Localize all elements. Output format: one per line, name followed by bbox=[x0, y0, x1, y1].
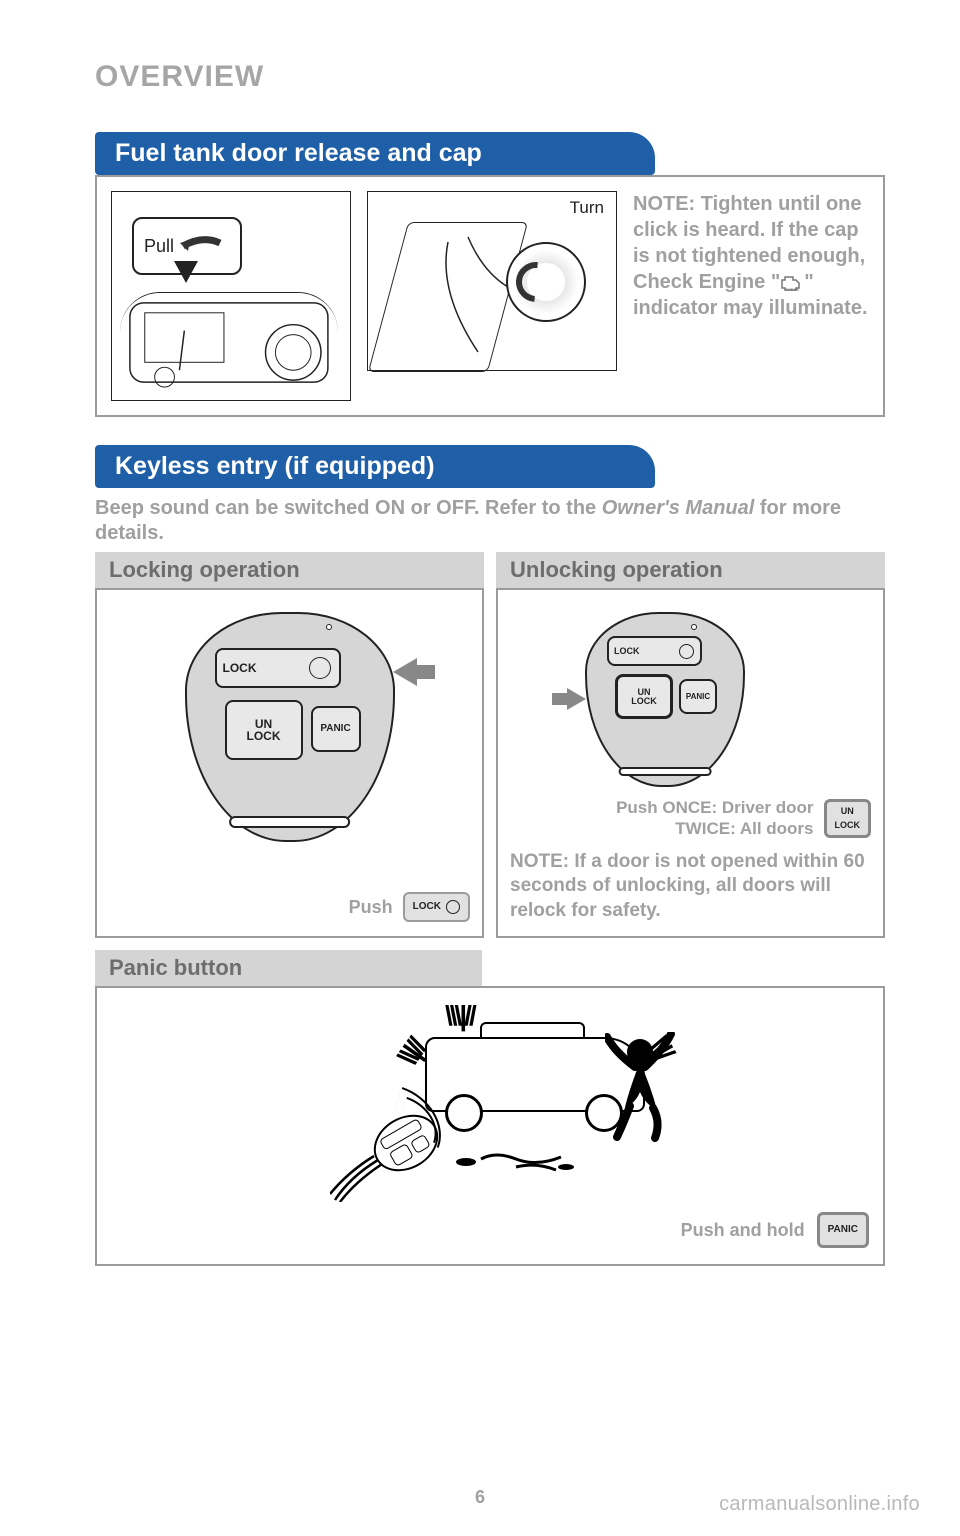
fuel-note-prefix: NOTE: bbox=[633, 193, 701, 215]
watermark: carmanualsonline.info bbox=[719, 1493, 920, 1516]
unlocking-push-caption: Push ONCE: Driver door TWICE: All doors … bbox=[510, 797, 871, 840]
fob-unlock-l2: LOCK bbox=[247, 730, 281, 742]
keyfob-unlocking: LOCK UN LOCK PANIC bbox=[585, 612, 745, 787]
unlock-note: NOTE: If a door is not opened within 60 … bbox=[510, 850, 871, 924]
fob-lock-label: LOCK bbox=[223, 662, 257, 674]
pull-label: Pull bbox=[144, 236, 174, 257]
panic-push-caption: Push and hold PANIC bbox=[681, 1212, 869, 1248]
page-number: 6 bbox=[475, 1487, 485, 1508]
unlocking-heading: Unlocking operation bbox=[496, 552, 885, 588]
keyless-intro-ital: Owner's Manual bbox=[602, 497, 755, 519]
fuel-note: NOTE: Tighten until one click is heard. … bbox=[633, 191, 869, 321]
keyless-section-heading: Keyless entry (if equipped) bbox=[95, 445, 655, 488]
car-rear-sketch bbox=[120, 292, 338, 392]
svg-text:CHECK: CHECK bbox=[785, 287, 799, 292]
mini-unlock-l2: LOCK bbox=[835, 821, 861, 830]
fob-unlock-l2-2: LOCK bbox=[631, 697, 657, 706]
keyfob-locking: LOCK UN LOCK PANIC bbox=[185, 612, 395, 842]
fob-panic-button: PANIC bbox=[311, 706, 361, 752]
lock-unlock-row: Locking operation LOCK UN LOCK PANIC Pus… bbox=[95, 552, 885, 938]
mini-lock-button-icon: LOCK bbox=[403, 892, 470, 922]
fuel-content-box: Pull Turn NOTE: Tighten until one click … bbox=[95, 175, 885, 417]
mini-lock-label: LOCK bbox=[413, 902, 441, 912]
arrow-to-lock-icon bbox=[393, 658, 417, 686]
push-twice-label: TWICE: All doors bbox=[616, 818, 813, 839]
unlocking-column: Unlocking operation LOCK UN LOCK PANIC bbox=[496, 552, 885, 938]
mini-panic-button-icon: PANIC bbox=[817, 1212, 869, 1248]
panic-shadow-icon bbox=[426, 1147, 586, 1177]
pull-callout: Pull bbox=[132, 217, 242, 275]
unlocking-box: LOCK UN LOCK PANIC Push ONCE: Driver doo… bbox=[496, 588, 885, 938]
locking-box: LOCK UN LOCK PANIC Push LOCK bbox=[95, 588, 484, 938]
arrow-to-unlock-icon bbox=[567, 688, 586, 710]
fob-lock-button: LOCK bbox=[215, 648, 341, 688]
locking-heading: Locking operation bbox=[95, 552, 484, 588]
panic-illustration: \\\|// \\|// \\|/ bbox=[305, 1002, 675, 1207]
overview-heading: OVERVIEW bbox=[95, 60, 885, 94]
fuel-section-heading: Fuel tank door release and cap bbox=[95, 132, 655, 175]
locking-push-caption: Push LOCK bbox=[109, 892, 470, 922]
keyless-intro: Beep sound can be switched ON or OFF. Re… bbox=[95, 496, 885, 546]
fuel-pull-illustration: Pull bbox=[111, 191, 351, 401]
mini-unlock-l1: UN bbox=[841, 807, 854, 816]
fob-unlock-button: UN LOCK bbox=[225, 700, 303, 760]
fob-unlock-button-2: UN LOCK bbox=[615, 674, 673, 719]
push-label: Push bbox=[349, 897, 393, 918]
fob-panic-button-2: PANIC bbox=[679, 679, 717, 714]
mini-unlock-button-icon: UN LOCK bbox=[824, 799, 872, 838]
panic-heading: Panic button bbox=[95, 950, 482, 986]
fob-lock-button-2: LOCK bbox=[607, 636, 702, 666]
keyless-intro-1: Beep sound can be switched ON or OFF. Re… bbox=[95, 497, 602, 519]
panic-person-icon bbox=[605, 1032, 675, 1142]
push-hold-label: Push and hold bbox=[681, 1220, 805, 1241]
push-once-label: Push ONCE: Driver door bbox=[616, 797, 813, 818]
panic-keyfob-icon bbox=[330, 1117, 440, 1202]
fuel-cap-illustration: Turn bbox=[367, 191, 617, 371]
unlock-note-bold: NOTE: bbox=[510, 851, 574, 872]
panic-box: \\\|// \\|// \\|/ bbox=[95, 986, 885, 1266]
check-engine-icon: CHECK bbox=[780, 274, 804, 292]
fob-lock-label-2: LOCK bbox=[614, 647, 640, 656]
locking-column: Locking operation LOCK UN LOCK PANIC Pus… bbox=[95, 552, 484, 938]
